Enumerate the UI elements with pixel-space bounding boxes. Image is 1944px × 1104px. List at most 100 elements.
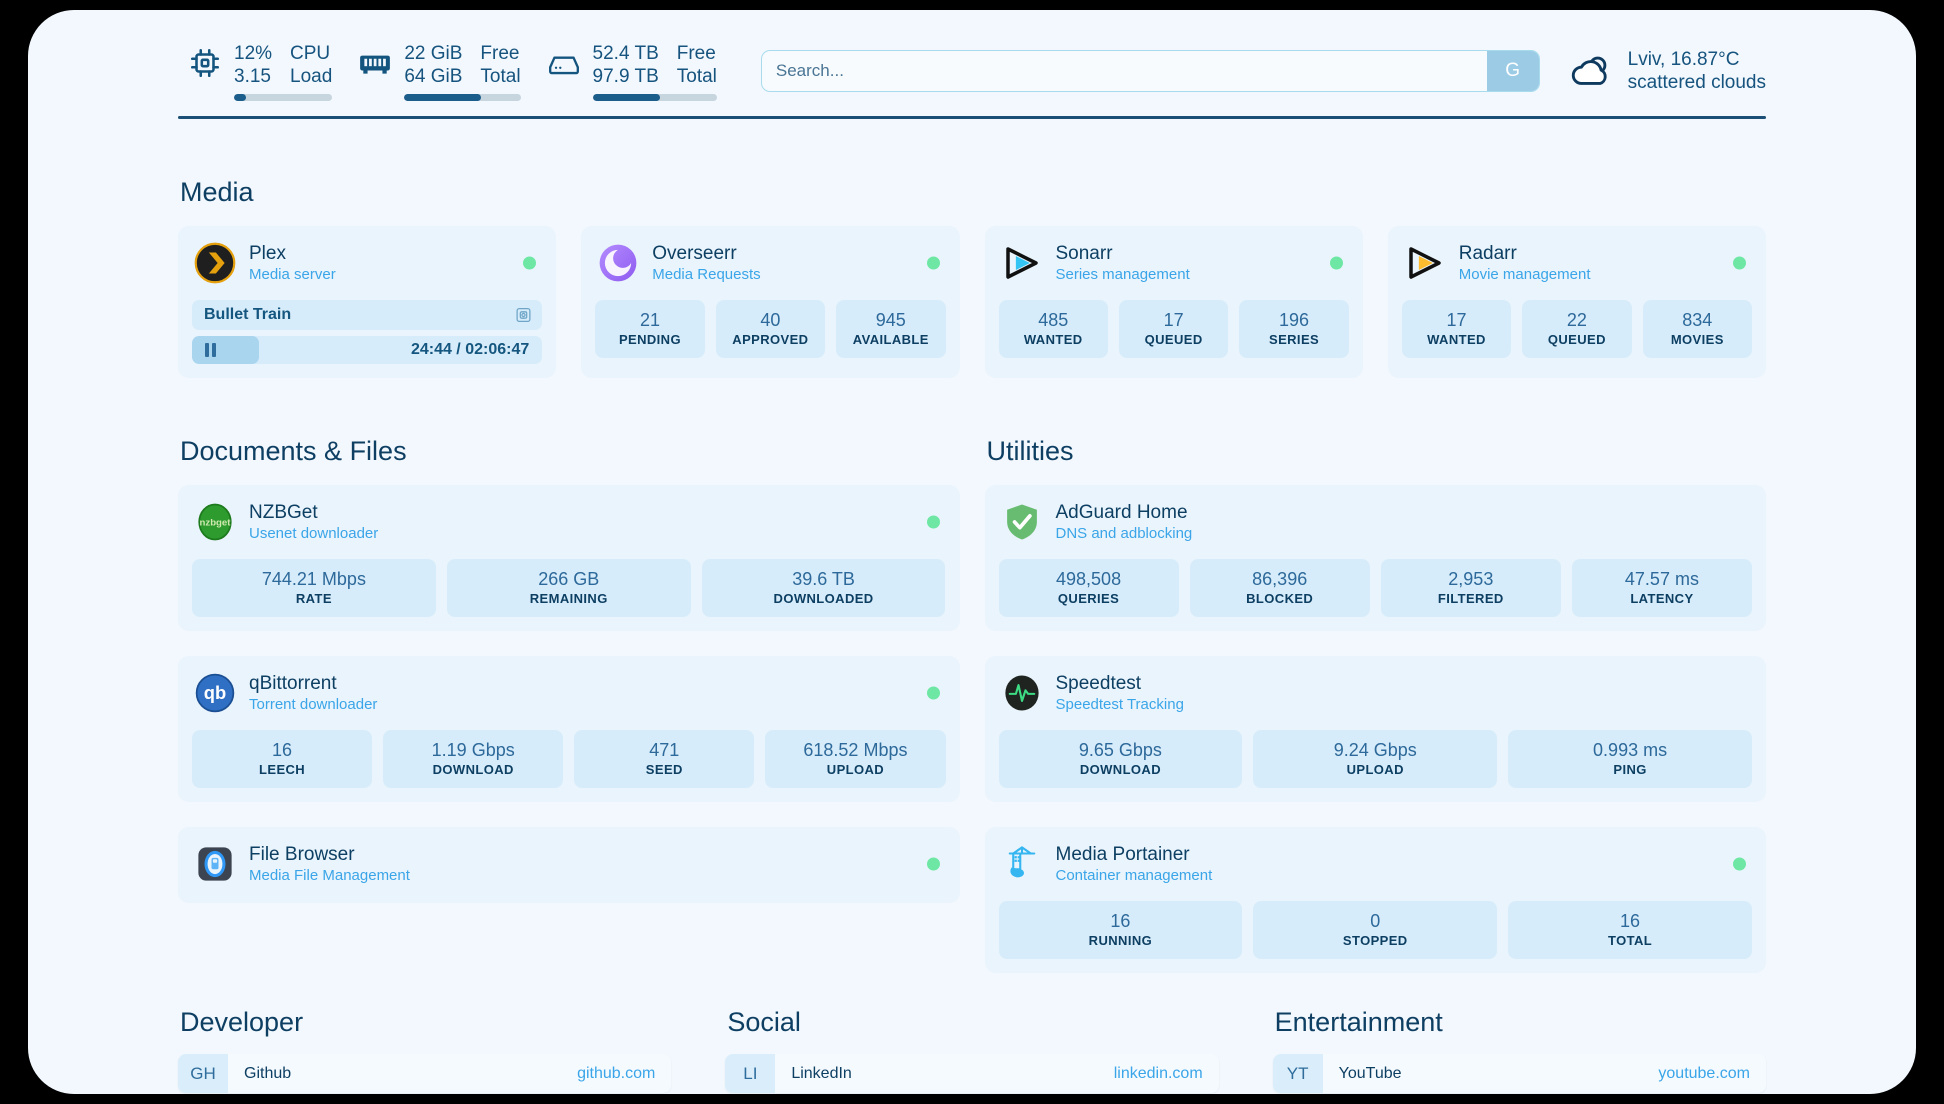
search-box[interactable]: G	[760, 50, 1540, 92]
service-description: Media server	[249, 265, 336, 283]
cast-icon	[515, 307, 532, 324]
stat-tile-label: AVAILABLE	[852, 332, 929, 347]
service-card-radarr[interactable]: Radarr Movie management 17 WANTED 22 QUEUED 83…	[1387, 226, 1766, 378]
service-card-header[interactable]: nzbget NZBGet Usenet downloader	[192, 497, 946, 547]
service-name: Plex	[249, 242, 286, 264]
service-card-text: Sonarr Series management	[1056, 243, 1190, 284]
search-submit-button[interactable]: G	[1486, 51, 1539, 91]
bookmark-name: Github	[244, 1064, 292, 1082]
service-card-header[interactable]: Sonarr Series management	[999, 238, 1349, 288]
stat-tile: 16 TOTAL	[1508, 901, 1752, 959]
stat-tile-label: QUEUED	[1547, 332, 1606, 347]
stat-tile-value: 47.57 ms	[1624, 569, 1699, 589]
documents-cards: nzbget NZBGet Usenet downloader 744.21 Mbps…	[178, 485, 960, 903]
bookmark-group-entertainment: EntertainmentYTYouTubeyoutube.comNFNetfl…	[1272, 1007, 1766, 1094]
stat-tile: 21 PENDING	[595, 300, 705, 358]
pause-icon[interactable]	[205, 343, 216, 357]
stat-body: 22 GiB Free 64 GiB Total	[404, 42, 521, 101]
service-name: qBittorrent	[249, 672, 337, 694]
stat-value-secondary: 97.9 TB	[592, 65, 659, 87]
portainer-logo	[1001, 843, 1043, 885]
service-name: Media Portainer	[1055, 843, 1190, 865]
service-card-overseerr[interactable]: Overseerr Media Requests 21 PENDING 40 APPROV…	[581, 226, 960, 378]
service-card-sonarr[interactable]: Sonarr Series management 485 WANTED 17 QUEUED…	[984, 226, 1363, 378]
service-card-adguard-home[interactable]: AdGuard Home DNS and adblocking 498,508 QUE…	[984, 485, 1766, 631]
service-card-header[interactable]: Speedtest Speedtest Tracking	[999, 668, 1753, 718]
stat-tile: 1.19 Gbps DOWNLOAD	[383, 730, 564, 788]
bookmark-group-developer: DeveloperGHGithubgithub.comSOStackOverfl…	[178, 1007, 672, 1094]
adguard-logo	[1001, 501, 1043, 543]
service-card-nzbget[interactable]: nzbget NZBGet Usenet downloader 744.21 Mbps…	[178, 485, 960, 631]
service-card-header[interactable]: AdGuard Home DNS and adblocking	[999, 497, 1753, 547]
stat-tile-value: 485	[1038, 310, 1069, 330]
service-card-plex[interactable]: Plex Media server Bullet Train 24:44 / 02:0…	[178, 226, 557, 378]
service-name: Overseerr	[652, 242, 737, 264]
now-playing-title[interactable]: Bullet Train	[192, 300, 543, 330]
bookmark-abbreviation: GH	[178, 1054, 228, 1093]
nzbget-logo: nzbget	[194, 501, 236, 543]
service-card-header[interactable]: qb qBittorrent Torrent downloader	[192, 668, 946, 718]
stat-tile: 0 STOPPED	[1253, 901, 1498, 959]
bookmark-item[interactable]: YT YouTube youtube.com	[1272, 1054, 1766, 1093]
stat-tiles: 744.21 Mbps RATE 266 GB REMAINING 39.6 TB DOW…	[192, 559, 946, 617]
stat-tile: 485 WANTED	[998, 300, 1108, 358]
now-playing-progress[interactable]: 24:44 / 02:06:47	[192, 336, 543, 364]
service-card-text: AdGuard Home DNS and adblocking	[1056, 502, 1193, 543]
system-stat-cpu: 12% CPU 3.15 Load	[178, 42, 342, 101]
service-card-header[interactable]: Radarr Movie management	[1402, 238, 1752, 288]
stat-tile-label: UPLOAD	[826, 762, 885, 777]
section-title-utilities: Utilities	[986, 436, 1074, 466]
service-card-header[interactable]: Media Portainer Container management	[999, 839, 1753, 889]
service-card-file-browser[interactable]: File Browser Media File Management	[178, 827, 960, 903]
service-card-text: qBittorrent Torrent downloader	[249, 673, 377, 714]
stat-tile-value: 21	[639, 310, 660, 330]
stat-tile-label: REMAINING	[529, 591, 608, 606]
service-card-qbittorrent[interactable]: qb qBittorrent Torrent downloader 16 LEECH 1.…	[178, 656, 960, 802]
stat-tile-label: DOWNLOAD	[1079, 762, 1161, 777]
stat-tile-label: LEECH	[259, 762, 306, 777]
service-card-speedtest[interactable]: Speedtest Speedtest Tracking 9.65 Gbps DOWN…	[984, 656, 1766, 802]
service-card-text: Media Portainer Container management	[1056, 844, 1213, 885]
stat-tile-value: 744.21 Mbps	[261, 569, 366, 589]
utilities-cards: AdGuard Home DNS and adblocking 498,508 QUE…	[984, 485, 1766, 973]
stat-value-secondary: 3.15	[234, 65, 271, 87]
stat-tile-label: PING	[1613, 762, 1647, 777]
stat-label-primary: CPU	[290, 42, 331, 64]
now-playing-time: 24:44 / 02:06:47	[410, 341, 530, 358]
stat-tile: 16 RUNNING	[998, 901, 1243, 959]
status-badge-online	[926, 256, 940, 270]
service-card-media-portainer[interactable]: Media Portainer Container management 16 RUN…	[984, 827, 1766, 973]
service-card-header[interactable]: File Browser Media File Management	[192, 839, 946, 889]
stat-progress-bar	[234, 93, 333, 101]
stat-tile: 945 AVAILABLE	[836, 300, 946, 358]
stat-tile-label: SEED	[645, 762, 683, 777]
service-description: DNS and adblocking	[1055, 524, 1193, 542]
search-input[interactable]	[761, 51, 1487, 91]
bookmark-item[interactable]: LI LinkedIn linkedin.com	[725, 1054, 1219, 1093]
service-card-header[interactable]: Plex Media server	[192, 238, 542, 288]
stat-value-primary: 22 GiB	[404, 42, 463, 64]
stat-tile: 39.6 TB DOWNLOADED	[701, 559, 946, 617]
stat-tile-value: 22	[1566, 310, 1587, 330]
qbittorrent-logo: qb	[194, 672, 236, 714]
stat-tile: 834 MOVIES	[1642, 300, 1753, 358]
stat-tile-value: 0.993 ms	[1593, 740, 1668, 760]
weather-condition: scattered clouds	[1627, 72, 1766, 93]
bookmark-item[interactable]: GH Github github.com	[178, 1054, 672, 1093]
stat-tile-label: TOTAL	[1608, 933, 1653, 948]
stat-tile-label: WANTED	[1023, 332, 1083, 347]
stat-label-primary: Free	[480, 42, 520, 64]
service-name: Speedtest	[1055, 672, 1142, 694]
radarr-logo	[1404, 242, 1446, 284]
stat-label-secondary: Total	[676, 65, 717, 87]
search-area: G	[760, 50, 1540, 92]
stat-tile: 47.57 ms LATENCY	[1571, 559, 1752, 617]
service-card-header[interactable]: Overseerr Media Requests	[595, 238, 945, 288]
bookmarks-area: DeveloperGHGithubgithub.comSOStackOverfl…	[178, 1007, 1766, 1094]
svg-text:qb: qb	[204, 682, 226, 703]
system-stat-disk: 52.4 TB Free 97.9 TB Total	[537, 42, 727, 101]
service-name: File Browser	[249, 843, 355, 865]
bookmark-abbreviation: LI	[725, 1054, 776, 1093]
speedtest-logo	[1001, 672, 1043, 714]
cloud-icon	[1568, 51, 1614, 91]
